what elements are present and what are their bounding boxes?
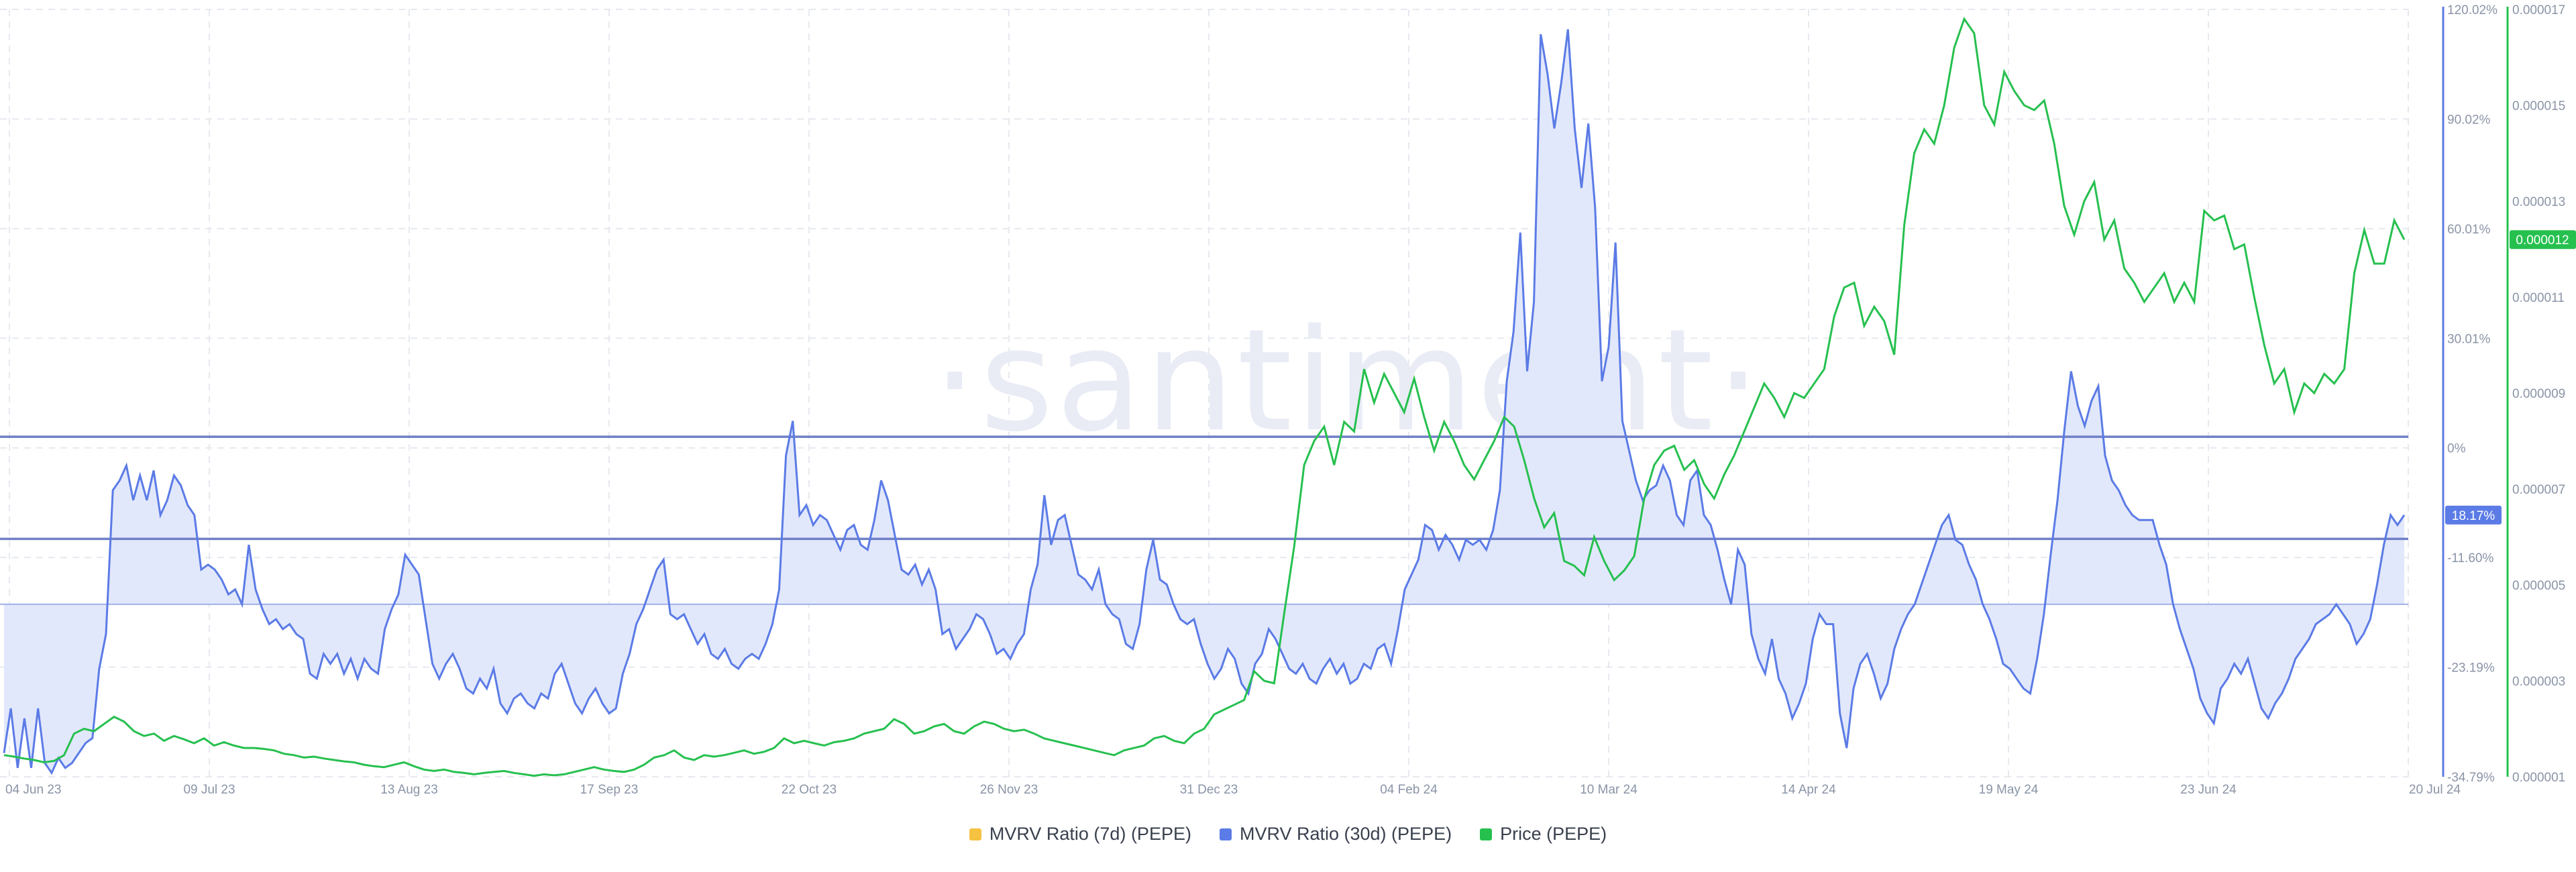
legend-label-mvrv-7d: MVRV Ratio (7d) (PEPE) (989, 824, 1191, 844)
mvrv-tick-label: 60.01% (2447, 223, 2491, 237)
x-tick-label: 23 Jun 24 (2180, 783, 2237, 797)
x-tick-label: 04 Jun 23 (5, 783, 61, 797)
current-value-badges: 18.17% 0.000012 (2445, 230, 2576, 525)
x-tick-label: 22 Oct 23 (782, 783, 837, 797)
mvrv-tick-label: 90.02% (2447, 113, 2491, 127)
price-current-value: 0.000012 (2516, 233, 2569, 248)
price-tick-label: 0.000017 (2512, 3, 2565, 17)
mvrv-tick-label: 120.02% (2447, 3, 2498, 17)
x-tick-label: 13 Aug 23 (380, 783, 438, 797)
legend-label-price: Price (PEPE) (1500, 824, 1607, 844)
mvrv-tick-label: -23.19% (2447, 661, 2495, 675)
legend-swatch-mvrv-7d (969, 828, 981, 840)
price-tick-label: 0.000009 (2512, 387, 2565, 401)
x-tick-label: 19 May 24 (1979, 783, 2039, 797)
mvrv-tick-label: 30.01% (2447, 332, 2491, 346)
legend-swatch-mvrv-30d (1219, 828, 1232, 840)
legend-item-mvrv-7d[interactable]: MVRV Ratio (7d) (PEPE) (969, 824, 1191, 844)
price-tick-label: 0.000015 (2512, 99, 2565, 113)
x-axis-ticks: 04 Jun 23 09 Jul 23 13 Aug 23 17 Sep 23 22 O… (5, 783, 2461, 797)
mvrv-30d-series-line (3, 29, 2406, 775)
price-current-badge (2510, 230, 2576, 250)
mvrv-current-badge (2445, 505, 2502, 525)
mvrv-axis-ticks: 120.02% 90.02% 60.01% 30.01% 0% -11.60% -23.19… (2447, 3, 2498, 785)
x-tick-label: 14 Apr 24 (1781, 783, 1836, 797)
mvrv-tick-label: -34.79% (2447, 771, 2495, 785)
price-tick-label: 0.000013 (2512, 195, 2565, 209)
legend-item-price[interactable]: Price (PEPE) (1480, 824, 1607, 844)
legend-item-mvrv-30d[interactable]: MVRV Ratio (30d) (PEPE) (1219, 824, 1452, 844)
x-tick-label: 09 Jul 23 (183, 783, 235, 797)
mvrv-30d-fill-area (4, 29, 2404, 773)
mvrv-tick-label: 0% (2447, 442, 2466, 456)
mvrv-tick-label: -11.60% (2447, 551, 2493, 565)
x-tick-label: 20 Jul 24 (2409, 783, 2461, 797)
price-tick-label: 0.000001 (2512, 771, 2565, 785)
legend-label-mvrv-30d: MVRV Ratio (30d) (PEPE) (1239, 824, 1452, 844)
x-tick-label: 10 Mar 24 (1580, 783, 1638, 797)
x-tick-label: 31 Dec 23 (1180, 783, 1238, 797)
price-axis-ticks: 0.000017 0.000015 0.000013 0.000011 0.000009… (2512, 3, 2565, 785)
price-tick-label: 0.000003 (2512, 675, 2565, 689)
price-tick-label: 0.000007 (2512, 483, 2565, 497)
chart-legend: MVRV Ratio (7d) (PEPE) MVRV Ratio (30d) … (0, 824, 2576, 844)
mvrv-current-value: 18.17% (2452, 509, 2496, 523)
x-tick-label: 17 Sep 23 (580, 783, 639, 797)
price-tick-label: 0.000005 (2512, 579, 2565, 593)
price-series-line (3, 17, 2406, 777)
horizontal-reference-lines (0, 435, 2408, 541)
santiment-watermark: ·santiment· (932, 298, 1764, 463)
x-tick-label: 26 Nov 23 (980, 783, 1038, 797)
legend-swatch-price (1480, 828, 1493, 840)
x-tick-label: 04 Feb 24 (1380, 783, 1438, 797)
price-tick-label: 0.000011 (2512, 291, 2565, 305)
